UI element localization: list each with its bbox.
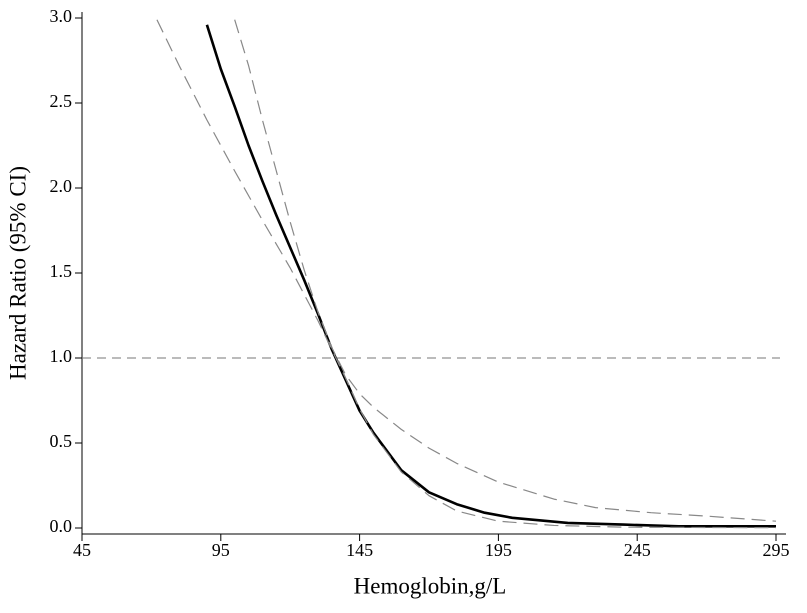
x-tick-label: 95 — [212, 540, 230, 560]
estimate-line — [205, 24, 776, 528]
y-tick-label: 0.5 — [50, 431, 73, 451]
y-tick-label: 2.0 — [50, 176, 73, 196]
ci-line — [156, 19, 777, 529]
x-tick-label: 45 — [73, 540, 91, 560]
x-tick-label: 145 — [346, 540, 373, 560]
ci-line — [234, 19, 777, 522]
y-tick-label: 1.5 — [50, 261, 73, 281]
y-tick-label: 0.0 — [50, 516, 73, 536]
y-tick-label: 1.0 — [50, 346, 73, 366]
x-tick-label: 245 — [624, 540, 651, 560]
x-tick-label: 295 — [763, 540, 790, 560]
y-tick-label: 3.0 — [50, 6, 73, 26]
y-axis-title: Hazard Ratio (95% CI) — [5, 166, 30, 380]
x-tick-label: 195 — [485, 540, 512, 560]
x-axis-title: Hemoglobin,g/L — [354, 573, 507, 598]
y-tick-label: 2.5 — [50, 91, 73, 111]
